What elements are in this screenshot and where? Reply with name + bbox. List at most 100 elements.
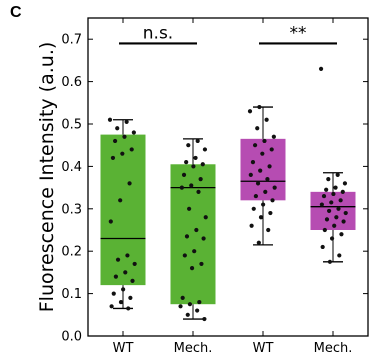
data-point — [202, 316, 207, 322]
data-point — [179, 185, 184, 190]
data-point — [327, 208, 332, 214]
data-point — [118, 299, 124, 305]
data-point — [115, 126, 120, 131]
data-point — [249, 223, 254, 228]
significance-label: n.s. — [143, 23, 173, 43]
data-point — [343, 210, 348, 216]
data-point — [250, 160, 256, 165]
data-point — [335, 172, 340, 177]
y-tick-label: 0.0 — [61, 330, 82, 345]
data-point — [271, 134, 276, 139]
data-point — [247, 109, 253, 114]
data-point — [121, 287, 126, 292]
data-point — [272, 185, 277, 190]
data-point — [128, 295, 133, 300]
data-point — [108, 219, 113, 224]
data-point — [260, 151, 265, 156]
data-point — [187, 302, 193, 307]
data-point — [201, 236, 206, 241]
data-point — [184, 234, 190, 239]
data-point — [253, 193, 258, 199]
data-point — [192, 249, 197, 254]
data-point — [198, 177, 203, 182]
data-point — [195, 138, 200, 144]
data-point — [342, 181, 348, 186]
data-point — [200, 162, 205, 167]
y-tick-label: 0.5 — [61, 118, 82, 133]
x-tick-label: WT — [113, 341, 134, 356]
box-iqr — [100, 134, 146, 286]
data-point — [266, 227, 271, 233]
y-tick-label: 0.7 — [61, 33, 82, 48]
data-point — [251, 206, 256, 211]
data-point — [329, 200, 334, 205]
y-tick-label: 0.2 — [61, 245, 82, 260]
data-point — [333, 185, 338, 190]
data-point — [252, 143, 258, 148]
x-tick-label: Mech. — [174, 341, 213, 356]
x-tick-label: WT — [253, 341, 274, 356]
data-point — [189, 183, 194, 188]
data-point — [113, 274, 118, 279]
data-point — [269, 147, 274, 152]
data-point — [258, 215, 264, 220]
data-point — [318, 66, 324, 71]
y-tick-label: 0.6 — [61, 75, 82, 90]
data-point — [178, 304, 183, 309]
data-point — [339, 232, 344, 237]
data-point — [180, 295, 185, 300]
data-point — [248, 172, 253, 177]
y-tick-label: 0.1 — [61, 287, 82, 302]
data-point — [336, 206, 341, 211]
data-point — [329, 236, 335, 241]
data-point — [203, 215, 208, 220]
data-point — [186, 143, 191, 148]
box-iqr — [240, 138, 286, 201]
data-point — [120, 151, 125, 156]
data-point — [194, 227, 199, 233]
data-point — [324, 187, 329, 192]
data-point — [270, 198, 275, 203]
data-point — [257, 104, 262, 110]
data-point — [319, 202, 324, 207]
data-point — [326, 177, 331, 182]
data-point — [109, 304, 114, 309]
data-point — [184, 160, 189, 165]
data-point — [268, 210, 273, 216]
panel-label: C — [10, 4, 22, 21]
x-tick-label: Mech. — [314, 341, 353, 356]
y-tick-label: 0.3 — [61, 202, 82, 217]
data-point — [196, 189, 201, 194]
data-point — [115, 257, 121, 262]
data-point — [327, 259, 333, 264]
data-point — [263, 189, 268, 194]
data-point — [341, 219, 346, 224]
data-point — [332, 223, 337, 228]
data-point — [110, 155, 116, 161]
data-point — [111, 291, 116, 296]
data-point — [340, 189, 345, 194]
data-point — [334, 215, 339, 220]
data-point — [262, 138, 267, 144]
data-point — [107, 117, 113, 122]
box-iqr — [310, 191, 356, 230]
data-point — [124, 119, 129, 124]
data-point — [258, 168, 263, 173]
data-point — [256, 240, 261, 245]
data-point — [265, 177, 270, 182]
data-point — [126, 306, 131, 311]
data-point — [130, 278, 135, 283]
data-point — [321, 193, 327, 199]
data-point — [191, 164, 196, 169]
data-point — [264, 117, 269, 122]
data-point — [185, 312, 190, 317]
data-point — [255, 181, 261, 186]
y-axis-label: Fluorescence Intensity (a.u.) — [36, 42, 58, 313]
data-point — [267, 164, 272, 169]
data-point — [125, 253, 130, 258]
data-point — [131, 130, 136, 135]
data-point — [199, 261, 204, 267]
data-point — [324, 217, 330, 222]
data-point — [331, 191, 336, 197]
